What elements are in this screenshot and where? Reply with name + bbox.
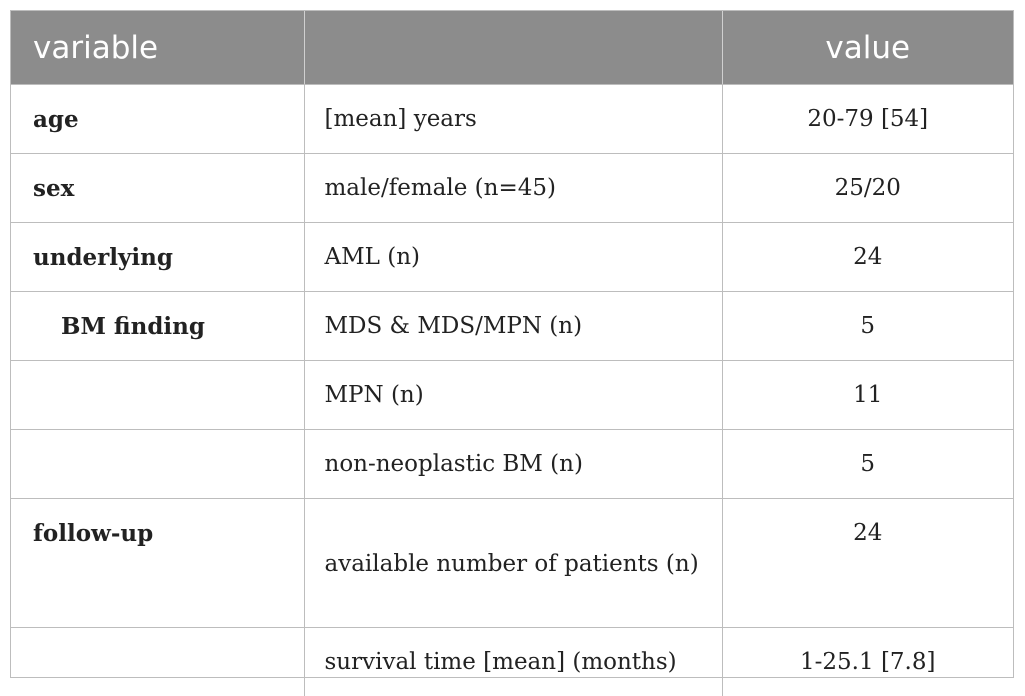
description-cell: AML (n) — [304, 223, 722, 292]
table-row: underlying AML (n) 24 — [11, 223, 1013, 292]
variable-cell: underlying — [11, 223, 304, 292]
variable-cell — [11, 628, 304, 696]
table-row: sex male/female (n=45) 25/20 — [11, 154, 1013, 223]
description-cell: available number of patients (n) — [304, 499, 722, 628]
description-cell: [mean] years — [304, 85, 722, 154]
data-table-container: variable value age [mean] years 20-79 [5… — [10, 10, 1014, 678]
value-cell: 5 — [722, 292, 1013, 361]
table-row: BM finding MDS & MDS/MPN (n) 5 — [11, 292, 1013, 361]
value-cell: 24 — [722, 223, 1013, 292]
table-row: age [mean] years 20-79 [54] — [11, 85, 1013, 154]
table-row: survival time [mean] (months) 1-25.1 [7.… — [11, 628, 1013, 696]
value-cell: 1-25.1 [7.8] — [722, 628, 1013, 696]
description-cell: survival time [mean] (months) — [304, 628, 722, 696]
value-cell: 25/20 — [722, 154, 1013, 223]
variable-cell — [11, 430, 304, 499]
description-cell: non-neoplastic BM (n) — [304, 430, 722, 499]
table-row: follow-up available number of patients (… — [11, 499, 1013, 628]
description-cell: MPN (n) — [304, 361, 722, 430]
value-cell: 20-79 [54] — [722, 85, 1013, 154]
description-cell: MDS & MDS/MPN (n) — [304, 292, 722, 361]
header-description — [304, 11, 722, 85]
variable-cell — [11, 361, 304, 430]
value-cell: 5 — [722, 430, 1013, 499]
header-variable: variable — [11, 11, 304, 85]
variable-cell: sex — [11, 154, 304, 223]
table-header-row: variable value — [11, 11, 1013, 85]
header-value: value — [722, 11, 1013, 85]
table-row: MPN (n) 11 — [11, 361, 1013, 430]
value-cell: 24 — [722, 499, 1013, 628]
data-table: variable value age [mean] years 20-79 [5… — [11, 11, 1013, 696]
variable-cell: BM finding — [11, 292, 304, 361]
description-cell: male/female (n=45) — [304, 154, 722, 223]
table-row: non-neoplastic BM (n) 5 — [11, 430, 1013, 499]
value-cell: 11 — [722, 361, 1013, 430]
variable-cell: age — [11, 85, 304, 154]
variable-cell: follow-up — [11, 499, 304, 628]
